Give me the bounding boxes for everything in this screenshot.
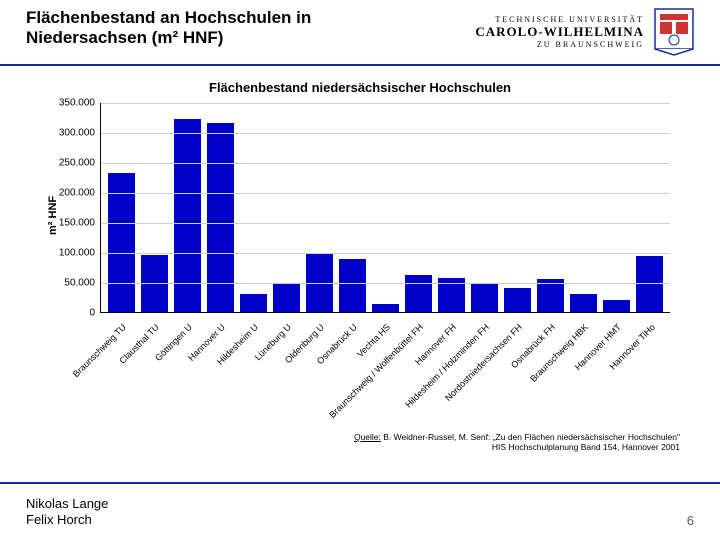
x-tick-slot: Clausthal TU	[140, 322, 167, 432]
crest-icon	[654, 8, 694, 56]
footer: Nikolas Lange Felix Horch 6	[26, 496, 694, 529]
y-tick-label: 50.000	[53, 278, 95, 289]
x-tick-slot: Oldenburg U	[305, 322, 332, 432]
y-tick-label: 100.000	[53, 248, 95, 259]
gridline	[101, 283, 670, 284]
bar	[471, 284, 498, 312]
title-block: Flächenbestand an Hochschulen in Nieders…	[26, 8, 366, 49]
bar	[240, 294, 267, 312]
y-axis-label: m² HNF	[47, 196, 59, 235]
slide: Flächenbestand an Hochschulen in Nieders…	[0, 0, 720, 540]
source-text2: HIS Hochschulplanung Band 154, Hannover …	[492, 442, 680, 452]
bar	[273, 284, 300, 312]
author-2: Felix Horch	[26, 512, 108, 528]
plot-area: 050.000100.000150.000200.000250.000300.0…	[100, 103, 670, 313]
footer-rule	[0, 482, 720, 484]
logo-line2: CAROLO-WILHELMINA	[475, 24, 644, 40]
bars-container	[101, 103, 670, 312]
bar	[570, 294, 597, 312]
gridline	[101, 133, 670, 134]
bar	[339, 259, 366, 312]
gridline	[101, 163, 670, 164]
university-logo: TECHNISCHE UNIVERSITÄT CAROLO-WILHELMINA…	[475, 8, 694, 56]
page-title: Flächenbestand an Hochschulen in Nieders…	[26, 8, 366, 49]
bar	[372, 304, 399, 312]
bar-chart: Flächenbestand niedersächsischer Hochsch…	[50, 80, 670, 410]
x-tick-slot: Braunschweig TU	[107, 322, 134, 432]
x-axis-ticks: Braunschweig TUClausthal TUGöttingen UHa…	[100, 322, 670, 432]
gridline	[101, 223, 670, 224]
header: Flächenbestand an Hochschulen in Nieders…	[26, 8, 694, 62]
page-number: 6	[687, 513, 694, 528]
x-tick-slot: Hannover HMT	[603, 322, 630, 432]
x-tick-slot: Hannover TiHo	[636, 322, 663, 432]
x-tick-slot: Hildesheim U	[239, 322, 266, 432]
logo-text: TECHNISCHE UNIVERSITÄT CAROLO-WILHELMINA…	[475, 15, 644, 49]
y-tick-label: 200.000	[53, 188, 95, 199]
x-tick-label: Braunschweig TU	[70, 322, 127, 379]
x-tick-slot: Nordostniedersachsen FH	[504, 322, 531, 432]
header-rule	[0, 64, 720, 66]
x-tick-slot: Göttingen U	[173, 322, 200, 432]
logo-line1: TECHNISCHE UNIVERSITÄT	[475, 15, 644, 24]
author-1: Nikolas Lange	[26, 496, 108, 512]
authors: Nikolas Lange Felix Horch	[26, 496, 108, 529]
bar	[504, 288, 531, 312]
logo-line3: ZU BRAUNSCHWEIG	[475, 40, 644, 49]
x-tick-slot: Braunschweig HBK	[570, 322, 597, 432]
y-tick-label: 350.000	[53, 98, 95, 109]
gridline	[101, 253, 670, 254]
bar	[603, 300, 630, 312]
source-label: Quelle:	[354, 432, 381, 442]
x-tick-slot: Lüneburg U	[272, 322, 299, 432]
y-tick-label: 150.000	[53, 218, 95, 229]
source-text1: B. Weidner-Russel, M. Senf: „Zu den Fläc…	[381, 432, 680, 442]
source-citation: Quelle: B. Weidner-Russel, M. Senf: „Zu …	[354, 432, 680, 452]
y-tick-label: 0	[53, 308, 95, 319]
x-tick-slot: Hannover U	[206, 322, 233, 432]
y-tick-label: 300.000	[53, 128, 95, 139]
chart-title: Flächenbestand niedersächsischer Hochsch…	[50, 80, 670, 95]
gridline	[101, 103, 670, 104]
gridline	[101, 193, 670, 194]
y-tick-label: 250.000	[53, 158, 95, 169]
bar	[405, 275, 432, 312]
